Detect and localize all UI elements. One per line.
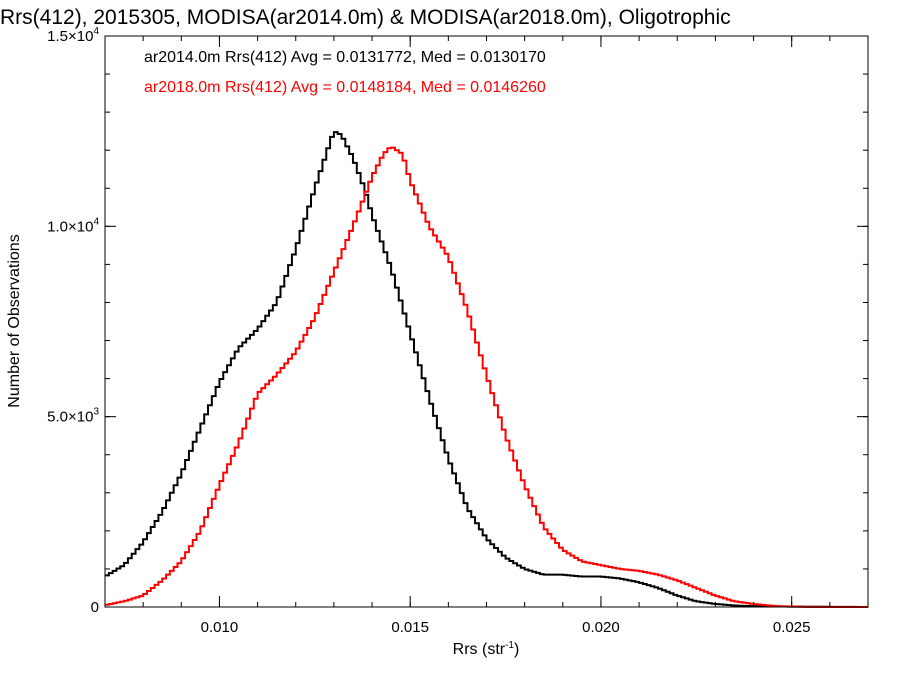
- legend: ar2014.0m Rrs(412) Avg = 0.0131772, Med …: [144, 49, 546, 96]
- y-tick-label: 0: [91, 599, 99, 616]
- x-axis: 0.010 0.015 0.020 0.025: [104, 36, 869, 636]
- series-line-ar2018.0m: [105, 146, 868, 608]
- series-line-ar2014.0m: [105, 131, 868, 608]
- y-tick-label: 1.0×104: [47, 216, 99, 235]
- y-tick-label: 1.5×104: [47, 26, 99, 45]
- legend-entry-ar2018: ar2018.0m Rrs(412) Avg = 0.0148184, Med …: [144, 79, 546, 96]
- y-axis-label: Number of Observations: [6, 234, 23, 407]
- x-tick-label: 0.015: [391, 619, 429, 636]
- plot-frame: [104, 35, 869, 608]
- series-layer: [105, 131, 868, 608]
- legend-entry-ar2014: ar2014.0m Rrs(412) Avg = 0.0131772, Med …: [144, 49, 546, 66]
- x-tick-label: 0.010: [201, 619, 239, 636]
- x-tick-label: 0.020: [582, 619, 620, 636]
- chart-title: Rrs(412), 2015305, MODISA(ar2014.0m) & M…: [0, 6, 731, 29]
- y-axis: 0 5.0×103 1.0×104 1.5×104: [47, 26, 868, 616]
- x-axis-label: Rrs (str-1): [453, 640, 520, 658]
- x-tick-label: 0.025: [773, 619, 811, 636]
- y-tick-label: 5.0×103: [47, 407, 99, 426]
